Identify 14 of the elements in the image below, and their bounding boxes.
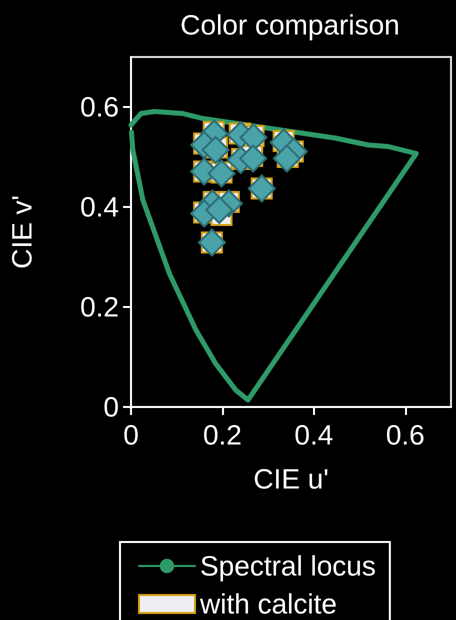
x-tick-label: 0: [123, 420, 139, 450]
x-axis-title: CIE u': [253, 464, 329, 494]
x-tick-label: 0.2: [202, 420, 242, 450]
x-tick-label: 0.4: [294, 420, 334, 450]
x-tick-label: 0.6: [386, 420, 425, 450]
point: [208, 160, 236, 188]
y-tick-label: 0.4: [80, 192, 119, 222]
chart-title: Color comparison: [180, 10, 400, 40]
legend-label: Spectral locus: [200, 550, 376, 582]
legend-label: with calcite: [199, 588, 337, 620]
y-tick-label: 0.6: [80, 92, 119, 122]
y-tick-label: 0.2: [80, 292, 119, 322]
y-axis-title: CIE v': [6, 195, 38, 269]
y-tick-label: 0: [103, 392, 119, 422]
